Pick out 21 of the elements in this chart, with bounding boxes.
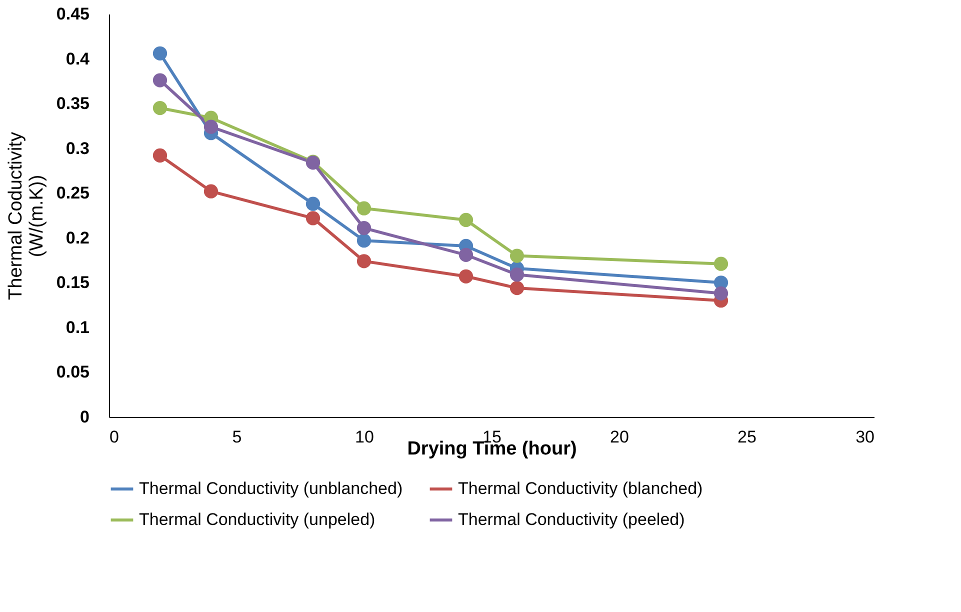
legend-label: Thermal Conductivity (unblanched) [139, 479, 403, 498]
x-tick-label: 5 [232, 428, 242, 446]
legend-label: Thermal Conductivity (unpeled) [139, 510, 376, 529]
y-tick-label: 0 [80, 408, 90, 426]
y-tick-label: 0.1 [66, 318, 90, 337]
y-tick-label: 0.35 [56, 94, 90, 114]
y-tick-label: 0.15 [56, 273, 90, 292]
y-tick-label: 0.3 [66, 138, 90, 158]
legend-label: Thermal Conductivity (peeled) [458, 510, 685, 529]
y-axis-title: Thermal Coductivity (W/(m.K)) [5, 132, 48, 300]
y-tick-label: 0.2 [66, 228, 90, 248]
x-tick-label: 25 [738, 428, 756, 446]
y-tick-label: 0.05 [56, 362, 90, 382]
y-tick-label: 0.45 [56, 4, 90, 24]
x-tick-label: 30 [856, 428, 874, 446]
x-tick-label: 20 [610, 428, 629, 446]
x-tick-label: 0 [110, 428, 119, 446]
y-tick-label: 0.25 [56, 184, 90, 203]
y-tick-label: 0.4 [66, 49, 90, 68]
legend-label: Thermal Conductivity (blanched) [458, 479, 703, 498]
x-tick-label: 10 [355, 428, 374, 446]
